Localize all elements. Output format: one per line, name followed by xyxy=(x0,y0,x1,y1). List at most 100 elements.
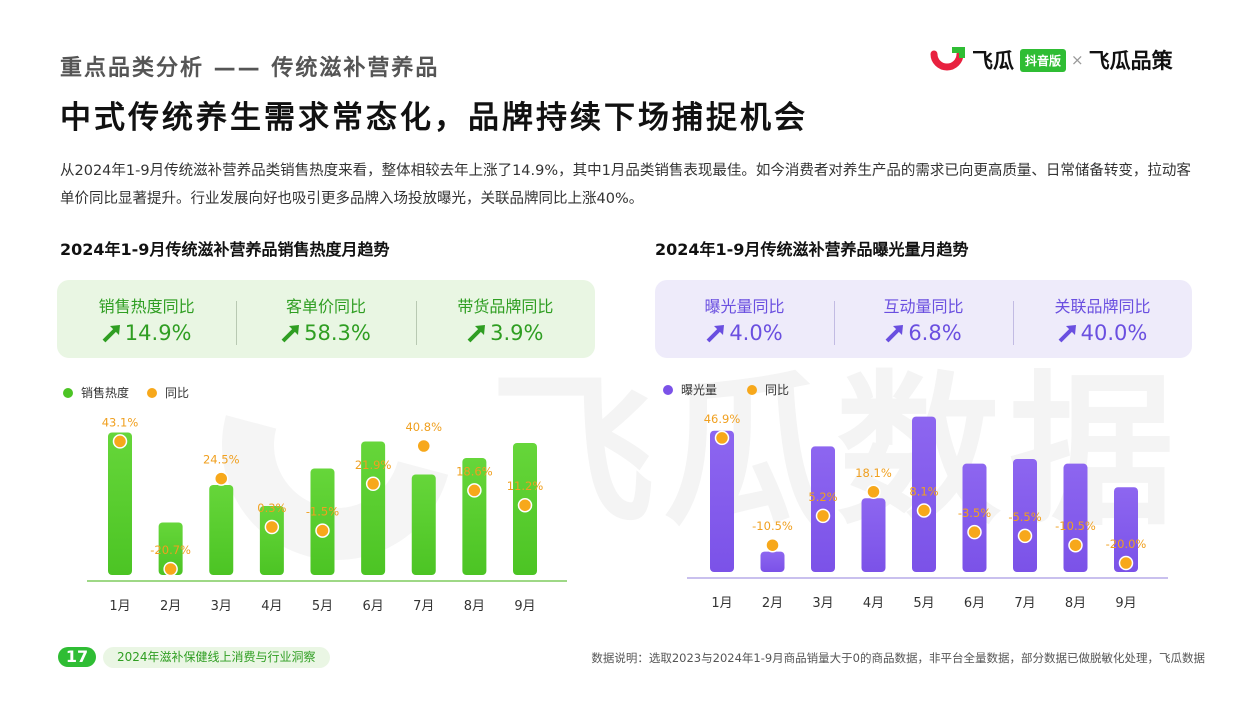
kpi-value: 14.9% xyxy=(124,321,192,345)
left-chart-title: 2024年1-9月传统滋补营养品销售热度月趋势 xyxy=(60,240,390,259)
exposure-chart: 曝光量 同比 1月 46.9% 2月 -10.5% 3月 5.2% 4月 18.1% 5月 8.1% 6… xyxy=(663,383,1168,611)
yoy-point-4 xyxy=(866,484,881,500)
trend-up-icon xyxy=(102,325,120,343)
x-tick-label: 9月 xyxy=(514,599,535,614)
trend-up-icon xyxy=(706,325,725,343)
kpi-label: 带货品牌同比 xyxy=(457,297,554,316)
trend-up-icon xyxy=(885,325,904,343)
bar-2 xyxy=(158,522,183,575)
legend-swatch-bars xyxy=(663,385,673,395)
yoy-data-label: -3.5% xyxy=(958,506,991,520)
kpi-label: 互动量同比 xyxy=(883,297,964,316)
bar-4 xyxy=(259,506,284,575)
yoy-data-label: 24.5% xyxy=(203,453,240,467)
x-tick-label: 1月 xyxy=(109,599,130,614)
yoy-point-3 xyxy=(815,508,831,524)
legend-label-bars: 曝光量 xyxy=(681,383,717,397)
legend-label-yoy: 同比 xyxy=(165,386,189,400)
kpi-value: 3.9% xyxy=(490,321,544,345)
legend-label-bars: 销售热度 xyxy=(81,385,129,400)
report-name: 2024年滋补保健线上消费与行业洞察 xyxy=(103,647,330,668)
bar-6 xyxy=(361,441,386,575)
yoy-data-label: 40.8% xyxy=(405,420,442,434)
section-title: 重点品类分析 —— 传统滋补营养品 xyxy=(60,56,440,81)
page-number: 17 xyxy=(58,647,96,667)
right-chart-title: 2024年1-9月传统滋补营养品曝光量月趋势 xyxy=(655,240,969,259)
kpi-panel-sales: 销售热度同比 14.9% 客单价同比 58.3% 带货品牌同比 3.9% xyxy=(57,280,595,358)
bar-7 xyxy=(1013,458,1037,572)
bar-2 xyxy=(760,551,785,572)
x-tick-label: 3月 xyxy=(812,596,833,611)
bar-1 xyxy=(710,430,734,572)
yoy-point-5 xyxy=(916,503,932,518)
yoy-data-label: -10.5% xyxy=(1055,519,1096,533)
bar-1 xyxy=(108,432,132,575)
yoy-data-label: 18.6% xyxy=(456,464,493,478)
yoy-point-5 xyxy=(315,523,330,538)
bar-3 xyxy=(209,485,234,575)
legend-swatch-bars xyxy=(63,388,73,398)
kpi-panel-exposure: 曝光量同比 4.0% 互动量同比 6.8% 关联品牌同比 40.0% xyxy=(655,280,1192,358)
bar-5 xyxy=(912,416,936,572)
page-title: 中式传统养生需求常态化，品牌持续下场捕捉机会 xyxy=(60,100,808,136)
kpi-sales-heat: 销售热度同比 14.9% xyxy=(57,293,236,345)
yoy-data-label: -20.0% xyxy=(1106,537,1147,551)
x-tick-label: 3月 xyxy=(211,599,232,614)
kpi-unit-price: 客单价同比 58.3% xyxy=(236,293,415,345)
x-tick-label: 7月 xyxy=(413,599,434,614)
logo-badge: 抖音版 xyxy=(1020,48,1067,72)
logo-name-secondary: 飞瓜品策 xyxy=(1088,49,1173,73)
x-tick-label: 6月 xyxy=(964,596,985,611)
logo-separator: × xyxy=(1071,51,1084,69)
data-note: 数据说明：选取2023与2024年1-9月商品销量大于0的商品数据，非平台全量数… xyxy=(591,651,1205,665)
trend-up-icon xyxy=(467,325,486,343)
kpi-label: 曝光量同比 xyxy=(704,297,785,316)
yoy-point-2 xyxy=(163,561,178,577)
bar-6 xyxy=(962,463,987,572)
trend-up-icon xyxy=(281,325,300,343)
yoy-point-7 xyxy=(416,438,431,454)
yoy-data-label: 8.1% xyxy=(909,484,938,498)
logo-name: 飞瓜 xyxy=(972,49,1014,73)
yoy-data-label: 18.1% xyxy=(855,466,892,480)
kpi-value: 58.3% xyxy=(304,321,371,345)
yoy-point-1 xyxy=(112,434,128,449)
bar-4 xyxy=(861,498,886,572)
x-tick-label: 5月 xyxy=(913,596,934,611)
x-tick-label: 6月 xyxy=(362,599,383,614)
yoy-point-8 xyxy=(1068,537,1083,553)
yoy-point-3 xyxy=(214,471,229,486)
yoy-data-label: -1.5% xyxy=(306,505,339,519)
kpi-label: 客单价同比 xyxy=(285,297,366,316)
kpi-exposure: 曝光量同比 4.0% xyxy=(655,293,834,345)
yoy-data-label: -10.5% xyxy=(752,519,793,533)
x-tick-label: 4月 xyxy=(863,596,884,611)
bar-7 xyxy=(411,474,436,575)
kpi-label: 销售热度同比 xyxy=(98,297,195,316)
yoy-point-1 xyxy=(714,430,730,446)
x-tick-label: 7月 xyxy=(1014,596,1035,611)
brand-logo: 飞瓜 抖音版 × 飞瓜品策 xyxy=(930,45,1173,75)
yoy-data-label: 46.9% xyxy=(704,412,741,426)
yoy-data-label: 43.1% xyxy=(102,415,139,429)
bar-8 xyxy=(1063,463,1088,572)
yoy-data-label: 5.2% xyxy=(808,490,837,504)
feigua-logo-icon xyxy=(930,47,965,71)
x-tick-label: 8月 xyxy=(1065,596,1086,611)
x-tick-label: 2月 xyxy=(160,599,181,614)
kpi-brands: 带货品牌同比 3.9% xyxy=(415,293,595,345)
kpi-related-brands: 关联品牌同比 40.0% xyxy=(1013,293,1192,345)
yoy-point-6 xyxy=(967,524,982,540)
yoy-point-8 xyxy=(467,483,482,498)
bar-9 xyxy=(1114,487,1138,572)
kpi-value: 6.8% xyxy=(908,321,962,345)
kpi-interaction: 互动量同比 6.8% xyxy=(834,293,1013,345)
legend-swatch-yoy xyxy=(747,385,757,395)
bar-5 xyxy=(310,468,335,575)
yoy-point-7 xyxy=(1017,528,1033,544)
yoy-data-label: 21.9% xyxy=(355,458,392,472)
legend-label-yoy: 同比 xyxy=(765,383,789,397)
yoy-data-label: 11.2% xyxy=(507,479,544,493)
yoy-data-label: -5.5% xyxy=(1008,510,1041,524)
kpi-label: 关联品牌同比 xyxy=(1054,297,1151,316)
